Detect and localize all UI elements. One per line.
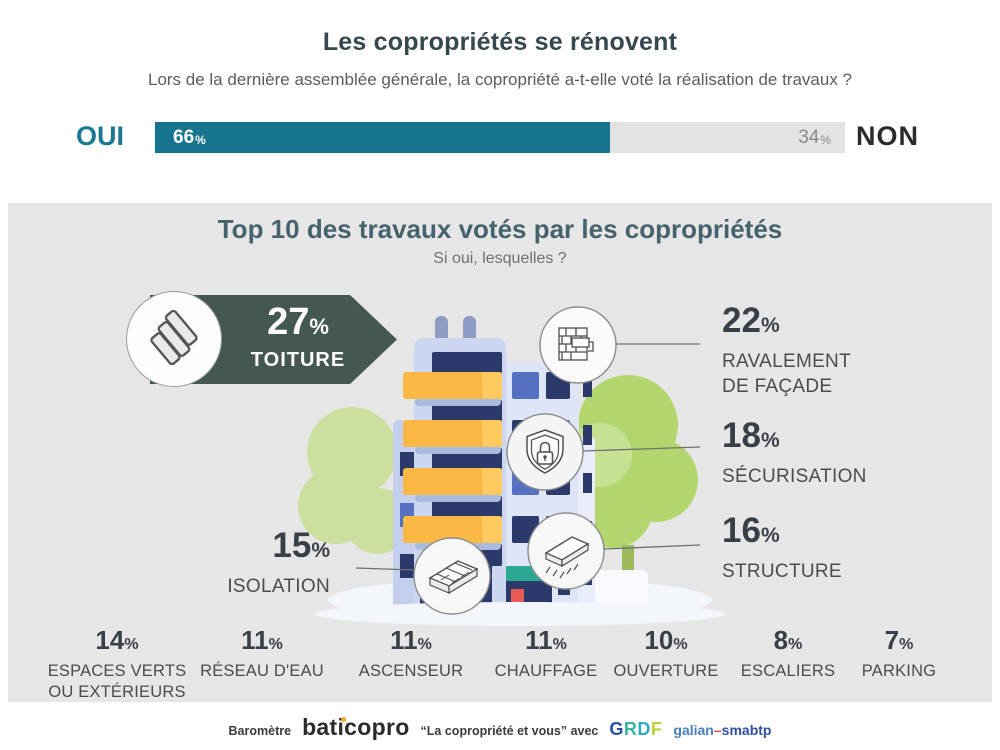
page-title: Les copropriétés se rénovent (322, 28, 678, 56)
percent-sign: % (899, 636, 914, 653)
bottom-item-reseau-eau: 11% RÉSEAU D'EAU (200, 625, 324, 680)
percent-sign: % (760, 429, 780, 452)
toiture-caption: TOITURE (250, 349, 346, 371)
percent-sign: % (417, 636, 432, 653)
structure-label: 16% STRUCTURE (722, 513, 842, 584)
ravalement-value: 22 (722, 301, 761, 340)
securisation-label: 18% SÉCURISATION (722, 418, 867, 489)
structure-caption: STRUCTURE (722, 561, 842, 582)
footer-tagline: “La copropriété et vous” avec (420, 724, 599, 738)
percent-sign: % (760, 524, 780, 547)
bottom-item-parking: 7% PARKING (861, 625, 937, 680)
percent-sign: % (309, 314, 329, 339)
percent-sign: % (788, 636, 803, 653)
percent-sign: % (552, 636, 567, 653)
isolation-caption: ISOLATION (227, 576, 330, 597)
grdf-logo: GRDF (609, 719, 663, 739)
baticopro-i-dot (340, 716, 346, 722)
percent-sign: % (124, 636, 139, 653)
toiture-value: 27 (267, 301, 310, 343)
isolation-label: 15% ISOLATION (168, 528, 330, 599)
bottom-item-ouverture: 10% OUVERTURE (613, 625, 719, 680)
ravalement-caption-2: DE FAÇADE (722, 376, 833, 397)
percent-sign: % (820, 132, 831, 147)
isolation-value: 15 (272, 526, 312, 565)
bottom-item-chauffage: 11% CHAUFFAGE (494, 625, 598, 680)
percent-sign: % (673, 636, 688, 653)
bottom-item-espaces-verts: 14% ESPACES VERTS OU EXTÉRIEURS (47, 625, 187, 701)
no-label: NON (856, 121, 919, 151)
percent-sign: % (760, 314, 780, 337)
percent-sign: % (311, 539, 330, 562)
baticopro-logo: baticopro (302, 714, 410, 740)
galian-smabtp-logo: galian–smabtp (673, 722, 772, 738)
top10-subtitle: Si oui, lesquelles ? (433, 250, 567, 267)
vote-no-value: 34% (798, 122, 831, 153)
roof-icon (126, 291, 222, 387)
percent-sign: % (195, 132, 206, 147)
footer-prefix: Baromètre (228, 724, 292, 738)
ravalement-label: 22% RAVALEMENT DE FAÇADE (722, 303, 851, 399)
securisation-value: 18 (722, 416, 761, 455)
toiture-label: 27% TOITURE (236, 303, 360, 372)
bottom-item-ascenseur: 11% ASCENSEUR (358, 625, 464, 680)
no-value: 34 (798, 126, 820, 148)
structure-value: 16 (722, 511, 761, 550)
survey-question: Lors de la dernière assemblée générale, … (147, 70, 852, 89)
securisation-caption: SÉCURISATION (722, 466, 867, 487)
yes-label: OUI (76, 121, 125, 151)
ravalement-caption-1: RAVALEMENT (722, 351, 851, 372)
vote-bar: 66% 34% (155, 122, 845, 153)
footer: Baromètre baticopro “La copropriété et v… (0, 714, 1000, 741)
vote-yes-segment: 66% (155, 122, 611, 153)
yes-value: 66 (173, 126, 195, 148)
percent-sign: % (268, 636, 283, 653)
bottom-item-escaliers: 8% ESCALIERS (740, 625, 836, 680)
top10-title: Top 10 des travaux votés par les copropr… (217, 214, 783, 244)
